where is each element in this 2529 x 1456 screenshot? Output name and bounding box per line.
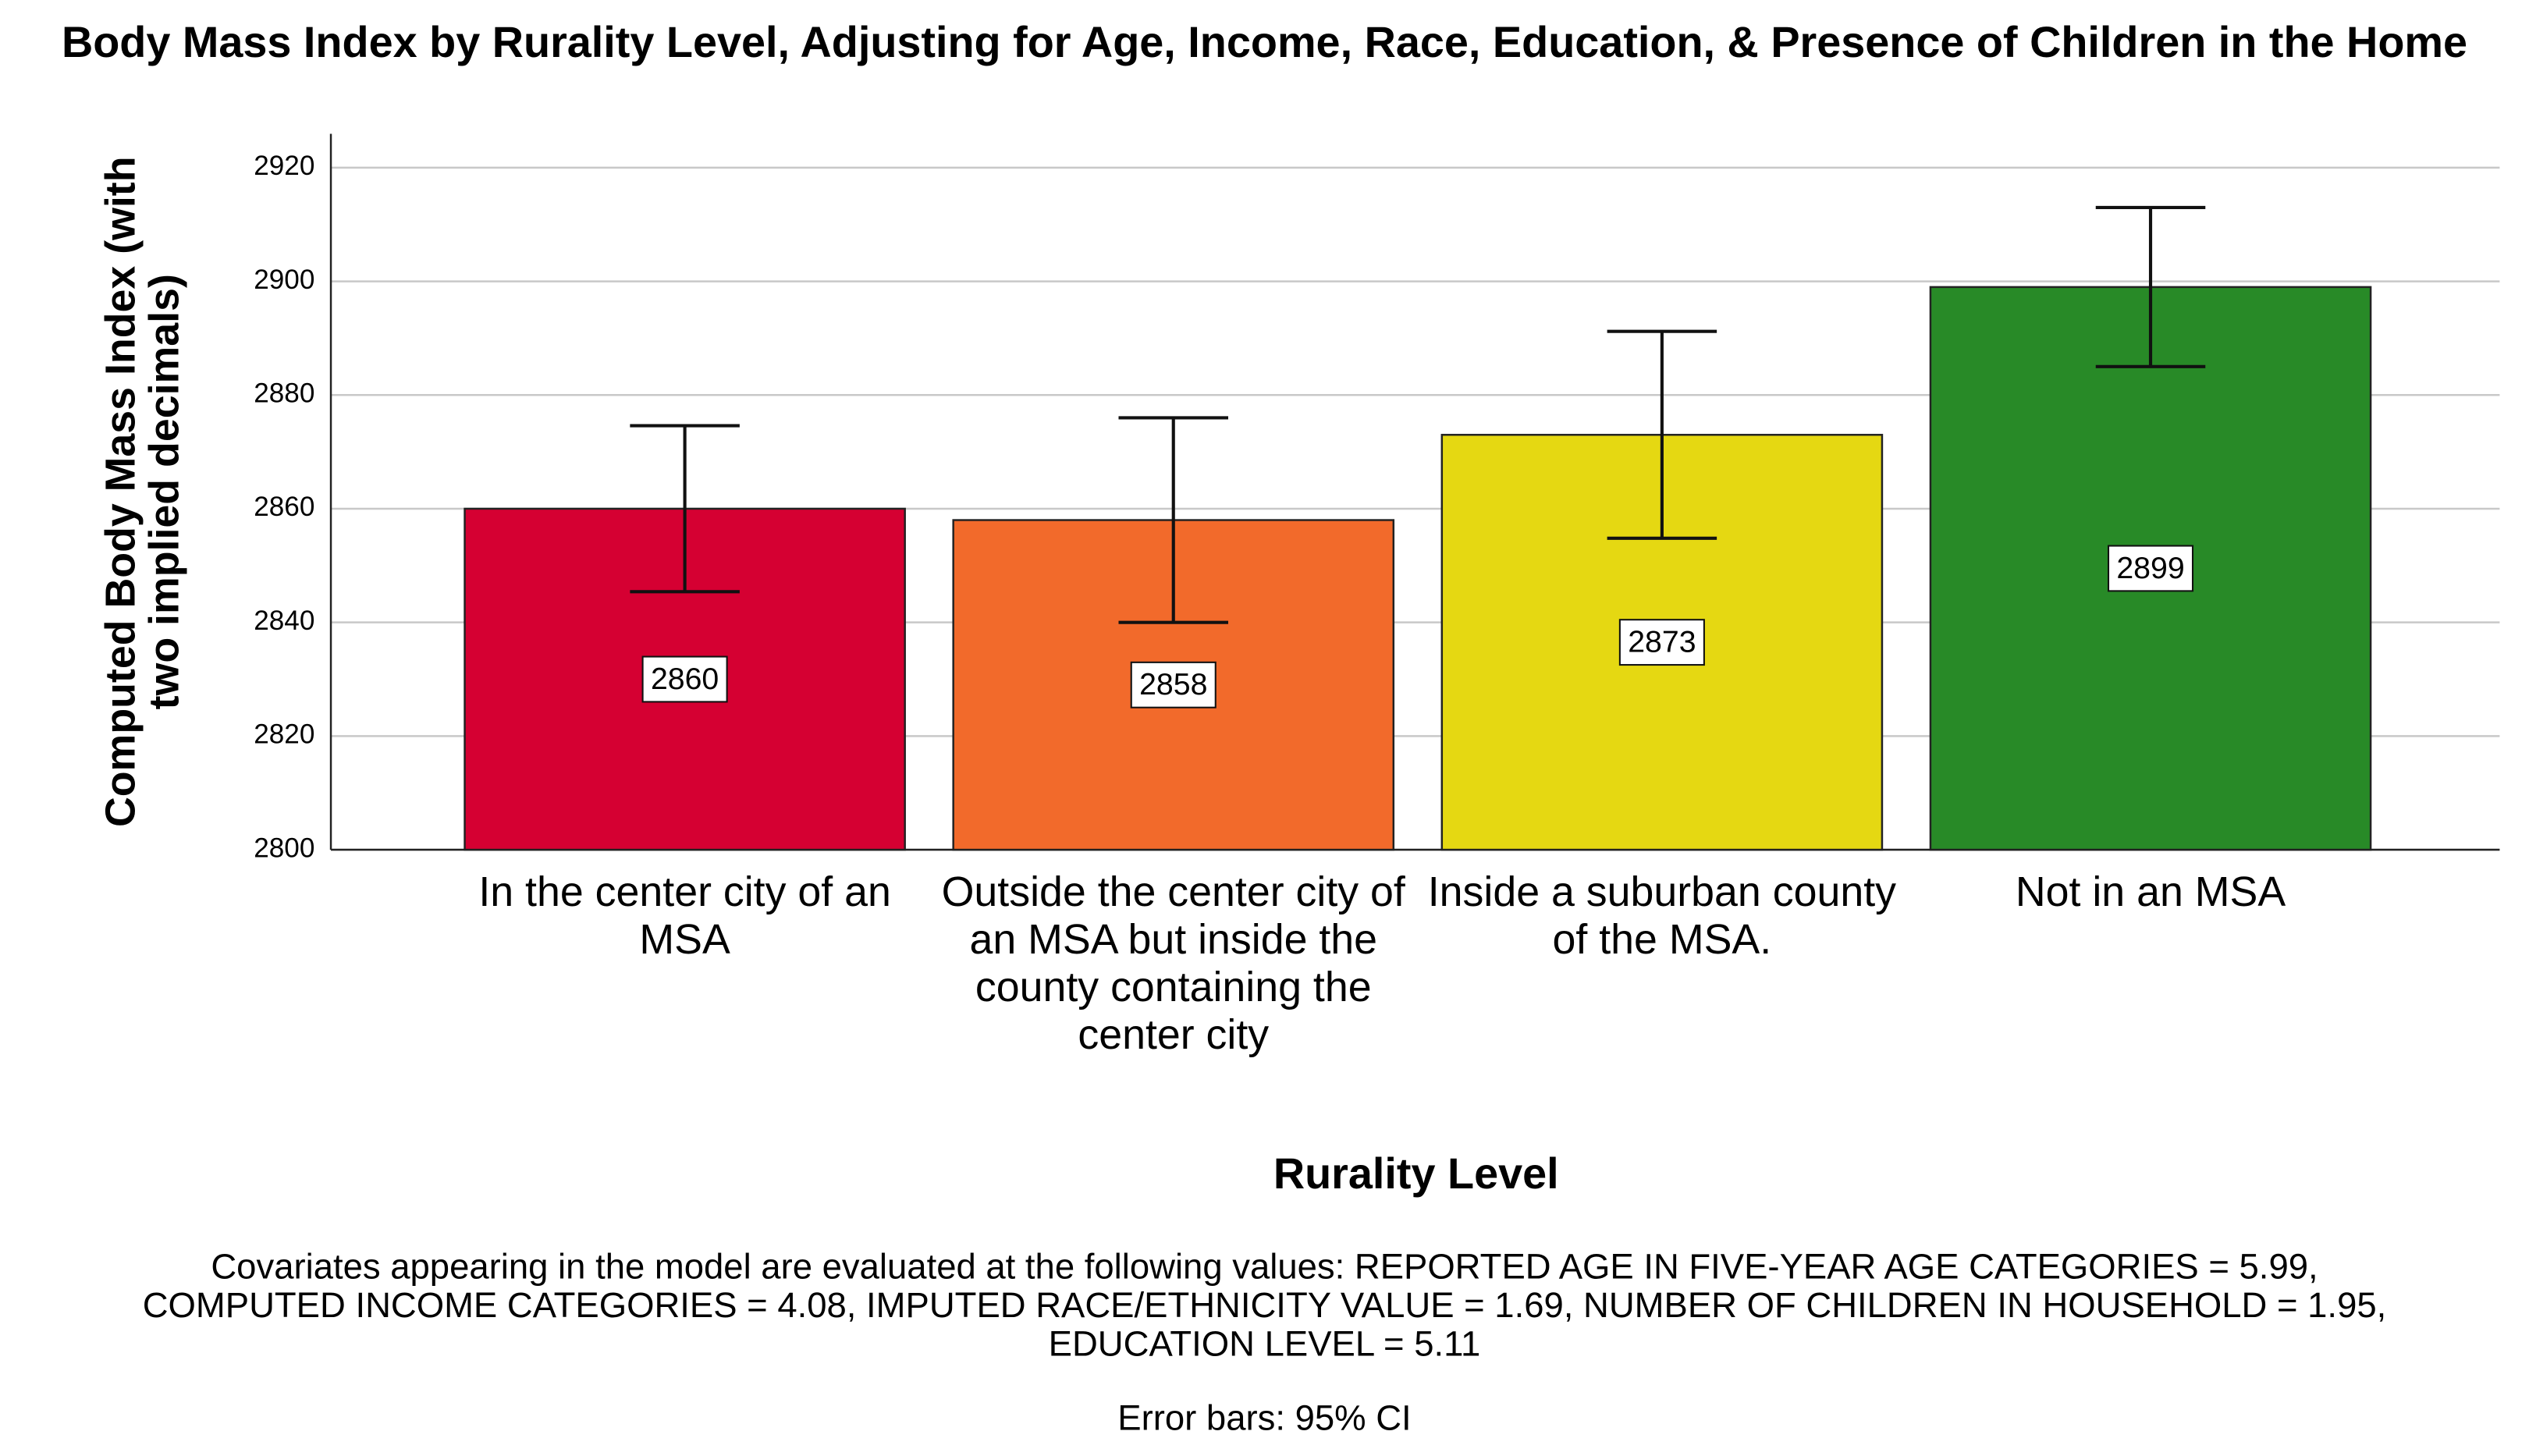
footnote: EDUCATION LEVEL = 5.11	[1049, 1323, 1481, 1363]
y-tick-label: 2800	[254, 833, 314, 863]
x-tick-label: In the center city of an MSA	[478, 868, 891, 963]
x-tick-label: Not in an MSA	[2016, 868, 2286, 915]
footnote: COMPUTED INCOME CATEGORIES = 4.08, IMPUT…	[143, 1285, 2387, 1325]
y-tick-label: 2820	[254, 719, 314, 750]
value-label-box	[2107, 545, 2194, 592]
y-tick-label: 2860	[254, 492, 314, 522]
value-label-box	[641, 655, 728, 703]
value-label: 2899	[2116, 551, 2184, 585]
y-tick-label: 2880	[254, 378, 314, 409]
value-label-box	[1618, 619, 1705, 666]
y-tick-label: 2900	[254, 265, 314, 295]
y-tick-label: 2840	[254, 605, 314, 636]
value-label: 2858	[1139, 667, 1207, 701]
x-tick-label: Inside a suburban county of the MSA.	[1428, 868, 1896, 963]
y-axis-title: Computed Body Mass Index (withtwo implie…	[98, 156, 188, 827]
footnote: Covariates appearing in the model are ev…	[211, 1246, 2318, 1286]
value-label-box	[1130, 661, 1217, 708]
value-label: 2873	[1628, 625, 1696, 659]
value-label: 2860	[651, 662, 719, 696]
error-note: Error bars: 95% CI	[1117, 1398, 1411, 1438]
x-tick-label: Outside the center city of an MSA but ins…	[942, 868, 1405, 1058]
chart-title: Body Mass Index by Rurality Level, Adjus…	[62, 17, 2467, 66]
y-tick-label: 2920	[254, 151, 314, 181]
x-axis-title: Rurality Level	[1273, 1149, 1559, 1198]
